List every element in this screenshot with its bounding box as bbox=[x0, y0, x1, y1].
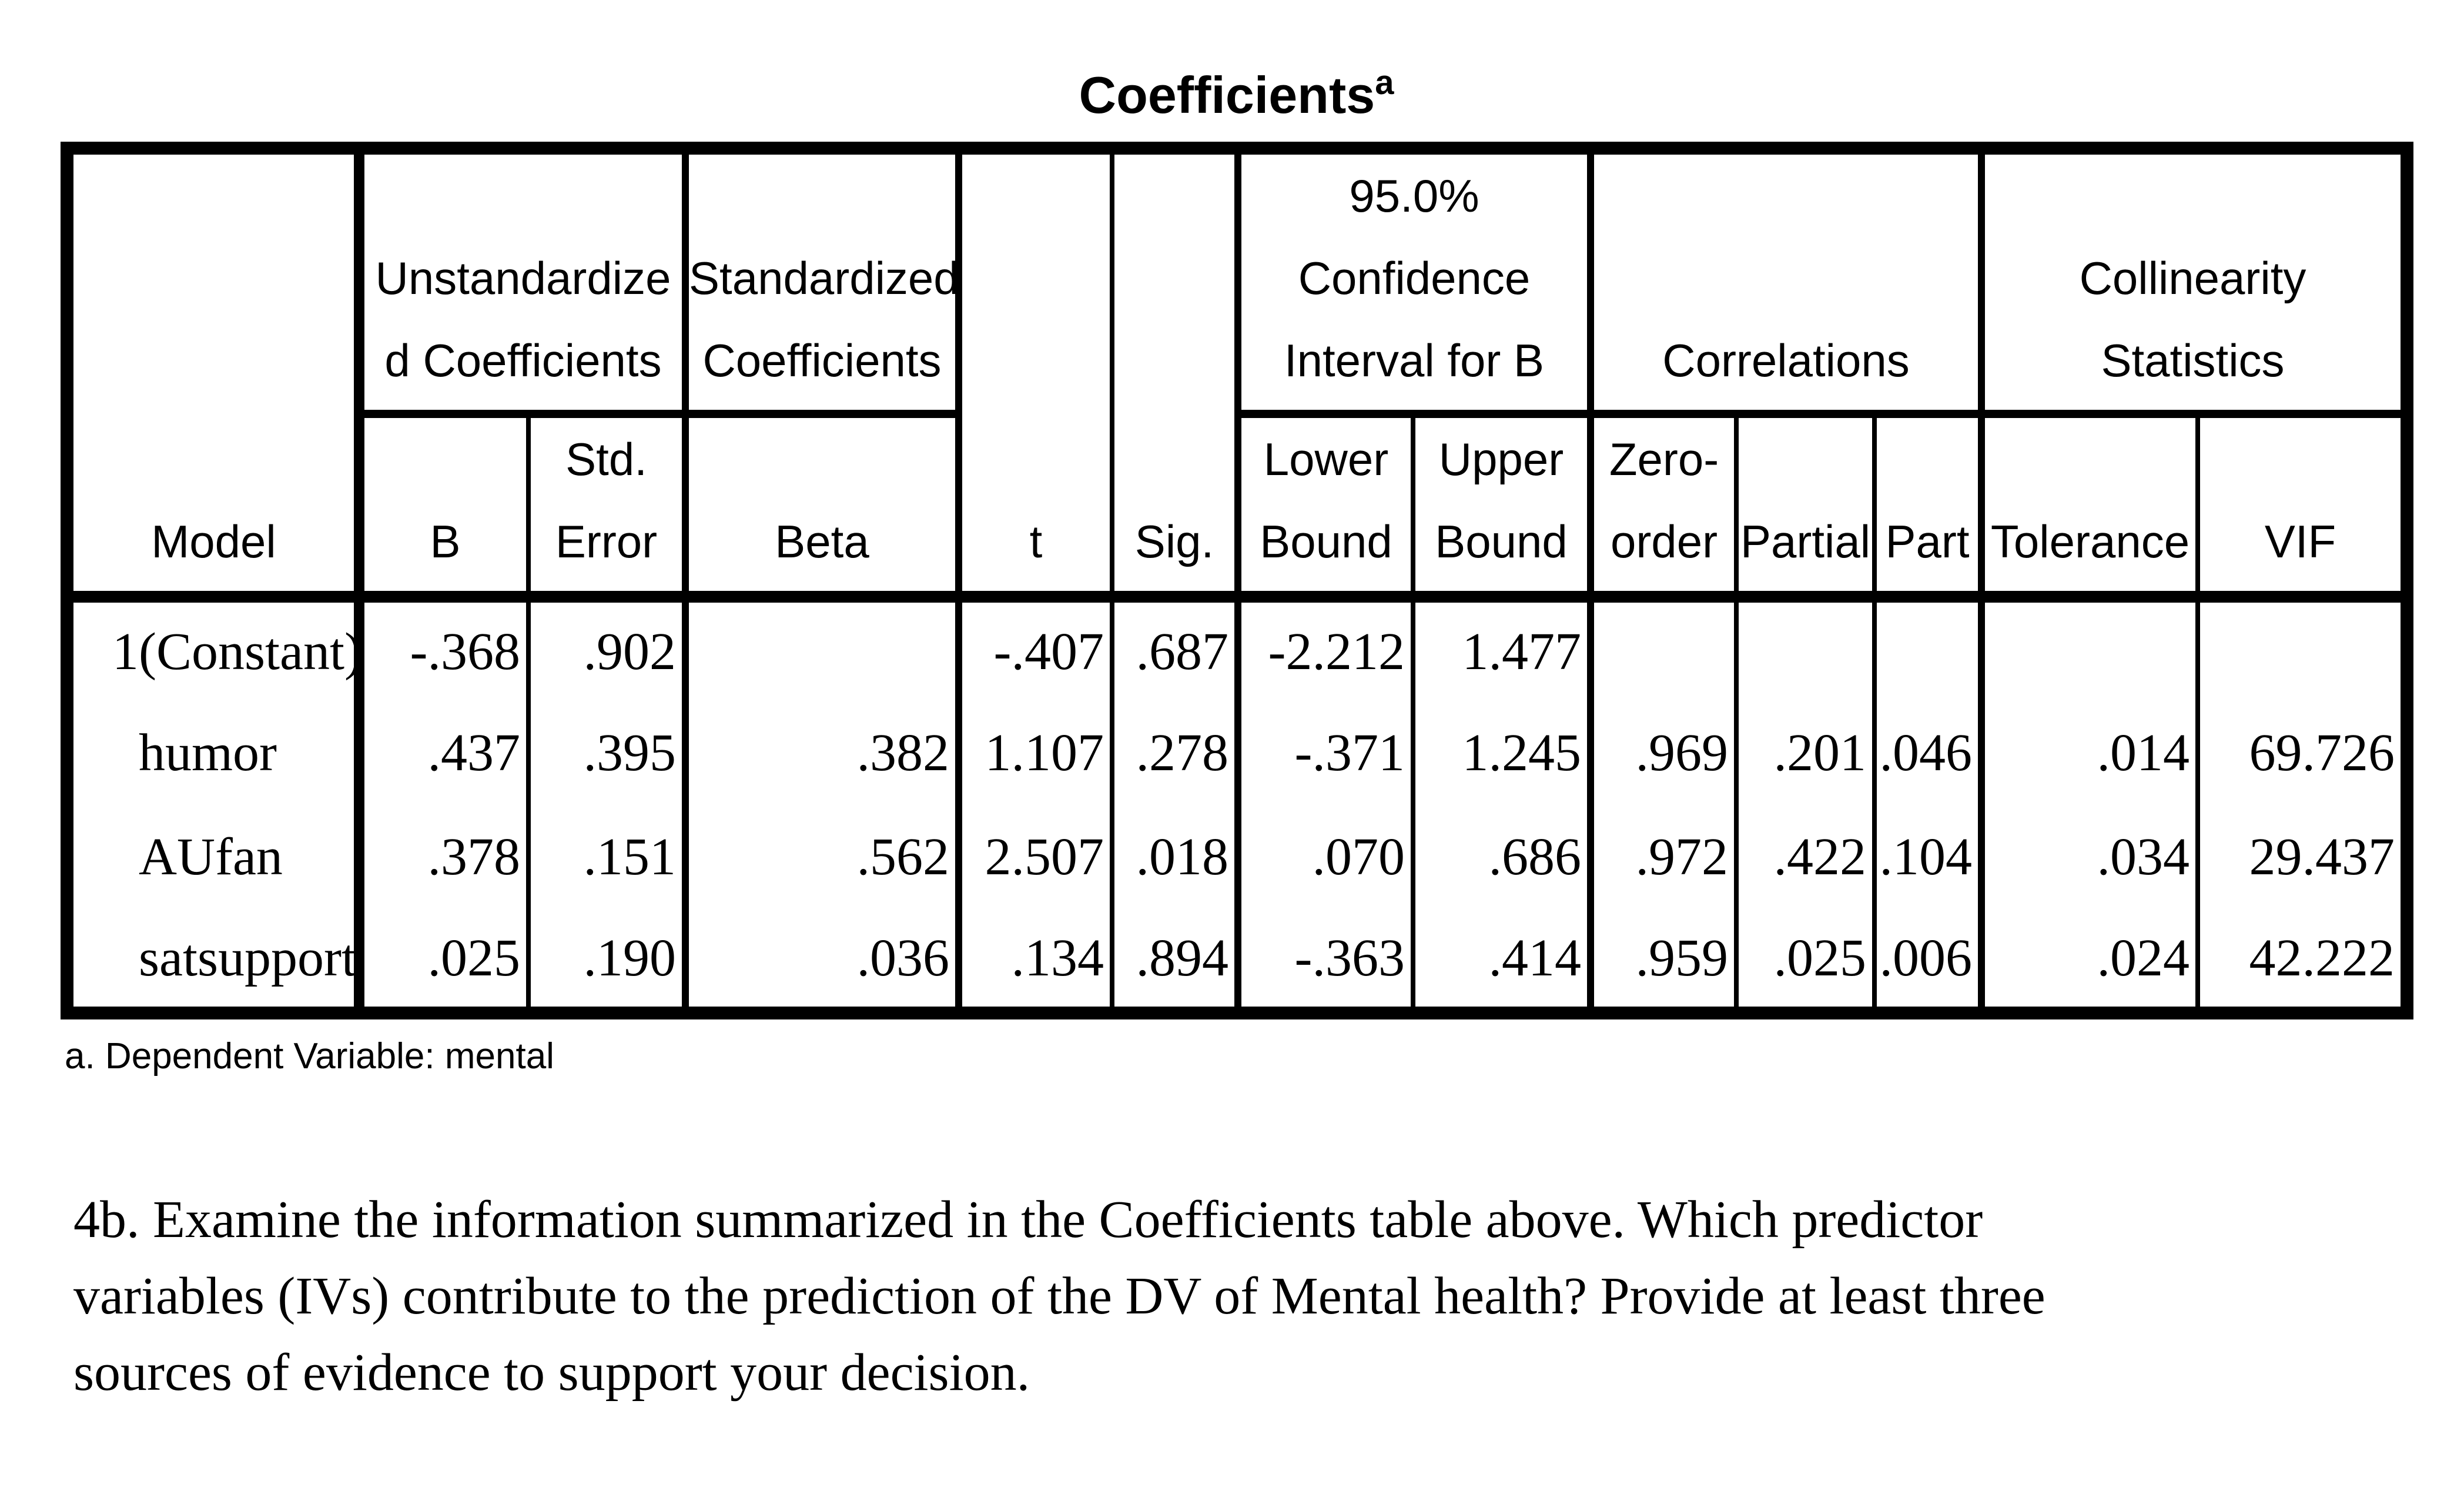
table-row-satsupport: satsupport .025 .190 .036 .134 .894 -.36… bbox=[67, 909, 2407, 1013]
predictor-label: AUfan bbox=[139, 828, 283, 886]
data-cell-sig: .278 bbox=[1112, 701, 1241, 805]
data-cell-upper-bound: .414 bbox=[1413, 909, 1594, 1013]
table-row-humor: humor .437 .395 .382 1.107 .278 -.371 1.… bbox=[67, 701, 2407, 805]
table-row-constant: 1 (Constant) -.368 .902 -.407 .687 -2.21… bbox=[67, 597, 2407, 701]
data-cell-upper-bound: 1.245 bbox=[1413, 701, 1594, 805]
data-cell-sig: .018 bbox=[1112, 805, 1241, 909]
predictor-label: humor bbox=[139, 724, 277, 782]
data-cell-t: .134 bbox=[959, 909, 1114, 1013]
model-cell: satsupport bbox=[67, 909, 364, 1013]
column-header-part: Part bbox=[1874, 414, 1985, 603]
model-cell: AUfan bbox=[67, 805, 364, 909]
data-cell-zero-order: .959 bbox=[1591, 909, 1739, 1013]
table-title-text: Coefficients bbox=[1079, 66, 1375, 124]
data-cell-beta bbox=[685, 597, 962, 701]
data-cell-partial bbox=[1736, 597, 1877, 701]
column-header-upper-bound: Upper Bound bbox=[1413, 414, 1594, 603]
data-cell-part bbox=[1874, 597, 1985, 701]
data-cell-lower-bound: -2.212 bbox=[1238, 597, 1415, 701]
data-cell-zero-order: .972 bbox=[1591, 805, 1739, 909]
data-cell-upper-bound: 1.477 bbox=[1413, 597, 1594, 701]
column-header-tolerance: Tolerance bbox=[1981, 414, 2200, 603]
data-cell-beta: .382 bbox=[685, 701, 962, 805]
data-cell-std-error: .190 bbox=[528, 909, 689, 1013]
data-cell-b: .378 bbox=[359, 805, 531, 909]
data-cell-vif: 69.726 bbox=[2249, 724, 2395, 782]
data-cell-beta: .036 bbox=[685, 909, 962, 1013]
group-header-correlations: Correlations bbox=[1591, 148, 1985, 418]
data-cell-zero-order bbox=[1591, 597, 1739, 701]
data-cell-lower-bound: -.363 bbox=[1238, 909, 1415, 1013]
model-cell: humor bbox=[67, 701, 364, 805]
data-cell-lower-bound: -.371 bbox=[1238, 701, 1415, 805]
data-cell-lower-bound: .070 bbox=[1238, 805, 1415, 909]
data-cell-upper-bound: .686 bbox=[1413, 805, 1594, 909]
column-header-lower-bound: Lower Bound bbox=[1238, 414, 1415, 603]
data-cell-vif bbox=[2198, 597, 2407, 701]
page-title: Coefficientsa bbox=[61, 63, 2412, 131]
predictor-label: satsupport bbox=[139, 928, 356, 987]
data-cell-b: -.368 bbox=[359, 597, 531, 701]
data-cell-zero-order: .969 bbox=[1591, 701, 1739, 805]
coefficients-table: Model Unstandardize d Coefficients Stand… bbox=[61, 142, 2413, 1019]
data-cell-vif: 29.437 bbox=[2249, 828, 2395, 886]
data-cell-tolerance: .034 bbox=[1981, 805, 2200, 909]
question-text: 4b. Examine the information summarized i… bbox=[73, 1191, 2045, 1402]
group-header-collinearity-statistics: Collinearity Statistics bbox=[1981, 148, 2407, 418]
data-cell-t: 2.507 bbox=[959, 805, 1114, 909]
data-cell-b: .437 bbox=[359, 701, 531, 805]
data-cell-tolerance bbox=[1981, 597, 2200, 701]
data-cell-partial: .201 bbox=[1736, 701, 1877, 805]
column-header-partial: Partial bbox=[1736, 414, 1877, 603]
table-row-aufan: AUfan .378 .151 .562 2.507 .018 .070 .68… bbox=[67, 805, 2407, 909]
column-header-b: B bbox=[359, 414, 531, 603]
data-cell-tolerance: .024 bbox=[1981, 909, 2200, 1013]
data-cell-part: .046 bbox=[1874, 701, 1985, 805]
data-cell-vif: 42.222 bbox=[2249, 928, 2395, 987]
group-header-standardized-coefficients: Standardized Coefficients bbox=[685, 148, 962, 418]
model-number: 1 bbox=[112, 623, 139, 681]
data-cell-std-error: .151 bbox=[528, 805, 689, 909]
data-cell-part: .006 bbox=[1874, 909, 1985, 1013]
data-cell-sig: .894 bbox=[1112, 909, 1241, 1013]
column-header-vif: VIF bbox=[2198, 414, 2407, 603]
column-header-sig: Sig. bbox=[1112, 148, 1241, 603]
data-cell-partial: .025 bbox=[1736, 909, 1877, 1013]
data-cell-part: .104 bbox=[1874, 805, 1985, 909]
column-header-zero-order: Zero- order bbox=[1591, 414, 1739, 603]
data-cell-tolerance: .014 bbox=[1981, 701, 2200, 805]
data-cell-partial: .422 bbox=[1736, 805, 1877, 909]
column-header-model: Model bbox=[67, 148, 364, 603]
data-cell-sig: .687 bbox=[1112, 597, 1241, 701]
group-header-unstandardized-coefficients: Unstandardize d Coefficients bbox=[359, 148, 689, 418]
model-cell: 1 (Constant) bbox=[67, 597, 364, 701]
data-cell-std-error: .395 bbox=[528, 701, 689, 805]
table-footnote: a. Dependent Variable: mental bbox=[65, 1036, 554, 1077]
column-header-std-error: Std. Error bbox=[528, 414, 689, 603]
group-header-confidence-interval: 95.0% Confidence Interval for B bbox=[1238, 148, 1594, 418]
footnote-marker: a bbox=[1375, 63, 1394, 102]
data-cell-b: .025 bbox=[359, 909, 531, 1013]
data-cell-t: 1.107 bbox=[959, 701, 1114, 805]
data-cell-t: -.407 bbox=[959, 597, 1114, 701]
column-header-t: t bbox=[959, 148, 1114, 603]
data-cell-beta: .562 bbox=[685, 805, 962, 909]
data-cell-std-error: .902 bbox=[528, 597, 689, 701]
column-header-beta: Beta bbox=[685, 414, 962, 603]
predictor-label: (Constant) bbox=[139, 623, 362, 681]
